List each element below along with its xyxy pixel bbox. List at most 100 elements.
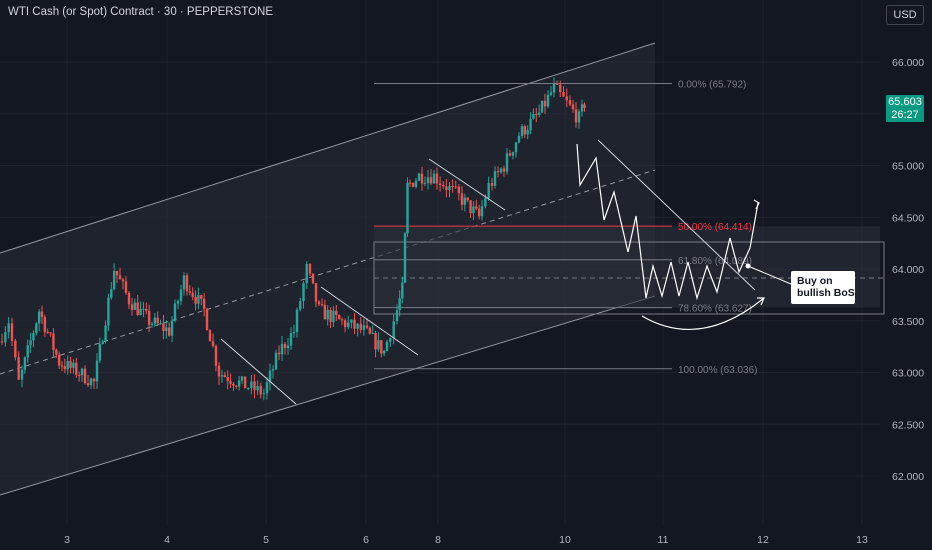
callout-line-2: bullish BoS	[797, 287, 855, 299]
y-tick-label: 64.000	[892, 264, 924, 276]
x-tick-label: 4	[164, 534, 170, 546]
candle-body	[314, 283, 318, 302]
candle-body	[477, 208, 481, 217]
candle-body	[532, 113, 535, 119]
candle-body	[153, 317, 157, 324]
candle-body	[445, 186, 448, 191]
fib-label: 0.00% (65.792)	[678, 80, 746, 91]
candle-body	[165, 327, 168, 332]
candle-body	[23, 357, 27, 370]
candle-body	[490, 183, 494, 186]
candle-body	[262, 393, 266, 395]
channel-upper-line	[0, 42, 656, 254]
candle-body	[107, 297, 110, 326]
candle-body	[368, 327, 372, 334]
candle-body	[49, 332, 52, 334]
candle-body	[469, 200, 472, 214]
candle-body	[271, 369, 275, 371]
candle-body	[253, 381, 256, 391]
candle-body	[374, 333, 377, 350]
candle-body	[156, 317, 159, 324]
candle-body	[571, 104, 575, 110]
candle-body	[562, 91, 565, 97]
candle-body	[179, 289, 183, 301]
callout-line-1: Buy on	[797, 275, 833, 287]
candle-body	[162, 323, 165, 332]
candle-body	[442, 184, 445, 187]
candle-body	[121, 279, 125, 282]
candle-body	[380, 340, 383, 354]
candle-body	[574, 109, 578, 123]
candle-body	[365, 325, 369, 328]
candle-body	[451, 186, 454, 188]
candle-body	[398, 298, 401, 311]
candle-body	[395, 310, 399, 322]
candle-body	[337, 314, 341, 320]
candle-body	[392, 321, 395, 339]
candle-body	[362, 325, 366, 330]
candle-body	[343, 320, 347, 328]
candle-body	[150, 323, 154, 325]
candle-body	[454, 186, 457, 188]
candle-body	[250, 381, 253, 389]
candle-body	[232, 383, 235, 386]
candle-body	[286, 345, 290, 349]
channel-mid-line	[0, 169, 656, 375]
candle-body	[289, 333, 293, 346]
x-tick-label: 10	[559, 534, 571, 546]
candle-body	[371, 333, 374, 335]
candle-body	[72, 362, 75, 368]
candle-body	[226, 377, 229, 382]
candle-body	[423, 182, 427, 184]
candle-body	[237, 380, 241, 387]
candle-body	[280, 343, 284, 355]
candle-body	[57, 354, 61, 366]
candle-body	[472, 206, 475, 214]
fib-label: 78.60% (63.627)	[678, 304, 752, 315]
candle-body	[305, 264, 308, 284]
y-tick-label: 62.500	[892, 419, 924, 431]
candle-body	[295, 309, 299, 332]
candle-body	[101, 341, 104, 344]
candle-body	[145, 308, 148, 311]
projection-path	[576, 143, 792, 331]
candle-body	[127, 292, 131, 305]
candle-body	[382, 350, 386, 354]
candle-body	[89, 378, 93, 386]
y-tick-label: 62.000	[892, 471, 924, 483]
candle-body	[353, 319, 356, 329]
candle-body	[80, 368, 84, 376]
candle-body	[529, 118, 532, 131]
candle-body	[159, 323, 162, 325]
candle-body	[0, 341, 4, 343]
candle-body	[40, 311, 44, 317]
candle-body	[292, 331, 296, 334]
y-tick-label: 63.000	[892, 368, 924, 380]
candle-body	[429, 177, 433, 184]
fib-label: 100.00% (63.036)	[678, 365, 758, 376]
fib-label: 50.00% (64.414)	[678, 222, 752, 233]
candle-body	[463, 197, 467, 205]
candle-body	[247, 388, 250, 390]
candle-body	[511, 152, 515, 156]
candle-body	[10, 323, 14, 341]
candle-body	[92, 378, 96, 382]
candle-body	[520, 126, 524, 136]
currency-button[interactable]: USD	[886, 5, 924, 25]
candle-body	[37, 311, 41, 324]
candle-body	[543, 100, 547, 107]
candle-body	[460, 193, 464, 205]
candle-body	[136, 302, 139, 315]
candle-body	[523, 126, 527, 135]
candle-body	[194, 296, 197, 304]
candle-body	[411, 182, 415, 187]
candle-body	[457, 186, 461, 194]
candle-body	[332, 310, 335, 323]
candle-body	[403, 233, 407, 283]
candle-body	[335, 310, 338, 315]
candle-body	[243, 376, 247, 389]
candle-body	[580, 104, 584, 112]
candle-body	[517, 135, 521, 143]
candle-body	[52, 333, 55, 350]
candle-body	[229, 381, 232, 384]
